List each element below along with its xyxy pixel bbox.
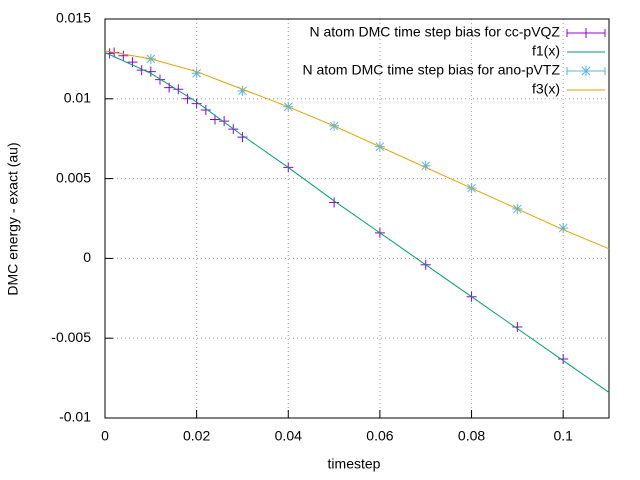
fit-line bbox=[104, 50, 610, 250]
y-tick-label: -0.005 bbox=[51, 329, 91, 345]
x-tick-label: 0.08 bbox=[458, 428, 485, 444]
y-tick-label: 0.015 bbox=[56, 10, 91, 26]
legend-label: N atom DMC time step bias for ano-pVTZ bbox=[302, 62, 560, 78]
data-point bbox=[219, 116, 230, 127]
y-tick-label: 0.005 bbox=[56, 169, 91, 185]
x-tick-label: 0.02 bbox=[183, 428, 210, 444]
data-point bbox=[558, 353, 569, 364]
legend-marker bbox=[581, 66, 591, 76]
plot-border bbox=[104, 18, 610, 419]
data-point bbox=[329, 197, 340, 208]
data-point bbox=[209, 114, 220, 125]
x-axis-label: timestep bbox=[328, 456, 381, 472]
data-point bbox=[127, 57, 138, 68]
data-point bbox=[200, 104, 211, 115]
legend-label: f1(x) bbox=[532, 43, 560, 59]
data-point bbox=[420, 160, 431, 171]
x-tick-label: 0 bbox=[101, 428, 109, 444]
data-point bbox=[136, 65, 147, 76]
data-point bbox=[237, 132, 248, 143]
data-point bbox=[191, 98, 202, 109]
legend-label: N atom DMC time step bias for cc-pVQZ bbox=[309, 24, 560, 40]
y-tick-label: -0.01 bbox=[59, 409, 91, 425]
x-tick-label: 0.04 bbox=[275, 428, 302, 444]
data-point bbox=[512, 322, 523, 333]
fit-line bbox=[104, 52, 610, 393]
data-point bbox=[237, 85, 248, 96]
x-tick-label: 0.1 bbox=[553, 428, 573, 444]
y-tick-label: 0.01 bbox=[64, 90, 91, 106]
legend-marker bbox=[581, 28, 591, 38]
data-point bbox=[154, 74, 165, 85]
y-axis-label: DMC energy - exact (au) bbox=[5, 142, 21, 295]
y-tick-label: 0 bbox=[83, 249, 91, 265]
data-point bbox=[118, 50, 129, 61]
data-point bbox=[173, 84, 184, 95]
data-point bbox=[191, 68, 202, 79]
legend-label: f3(x) bbox=[532, 81, 560, 97]
x-tick-label: 0.06 bbox=[366, 428, 393, 444]
data-point bbox=[558, 223, 569, 234]
data-point bbox=[164, 82, 175, 93]
